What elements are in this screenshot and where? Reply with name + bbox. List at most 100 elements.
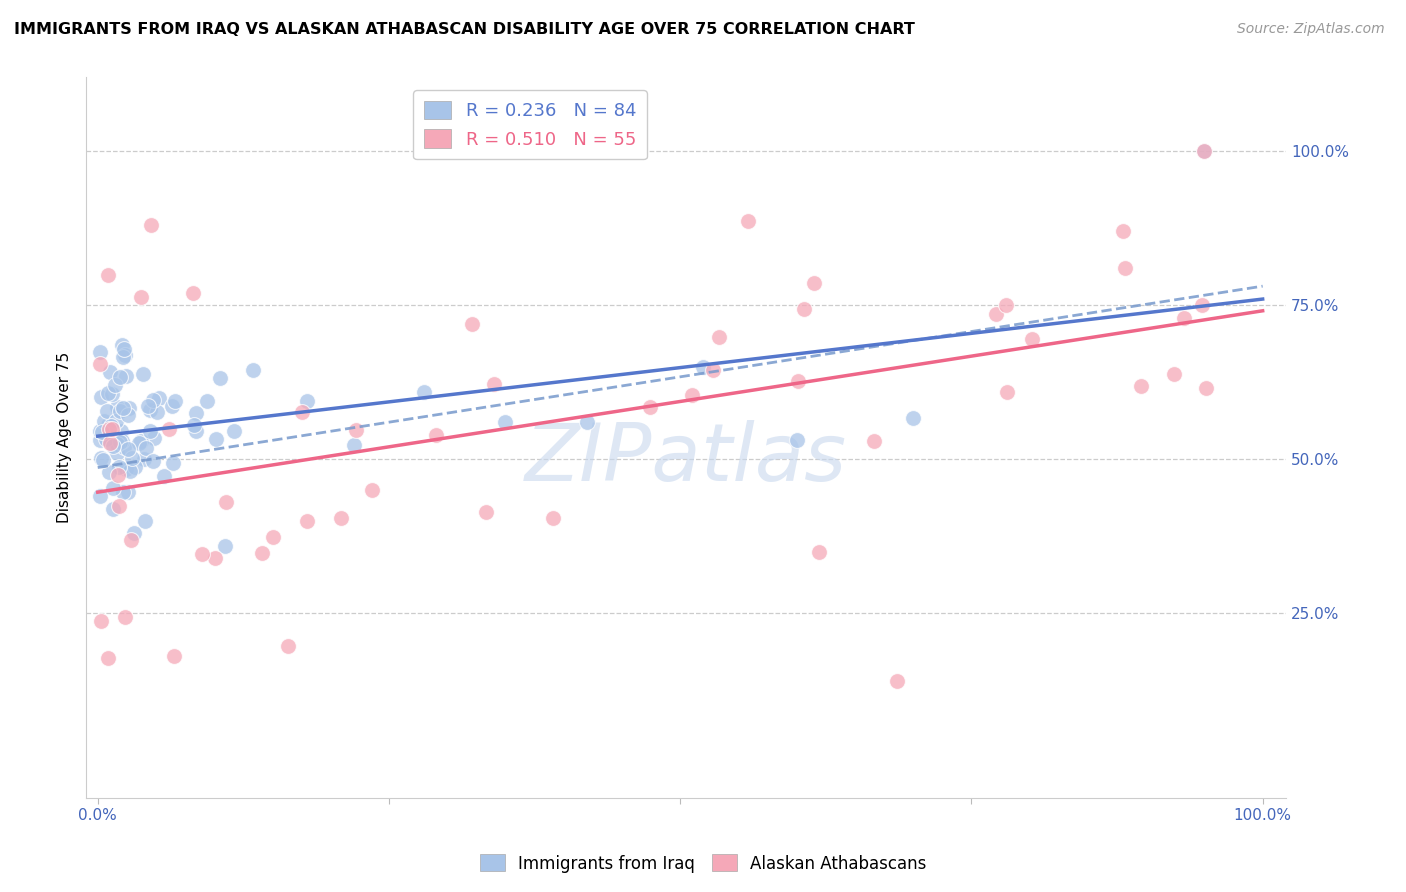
Point — [215, 495, 238, 509]
Point — [96, 403, 118, 417]
Point — [112, 401, 135, 415]
Text: IMMIGRANTS FROM IRAQ VS ALASKAN ATHABASCAN DISABILITY AGE OVER 75 CORRELATION CH: IMMIGRANTS FROM IRAQ VS ALASKAN ATHABASC… — [14, 22, 915, 37]
Point — [1114, 261, 1136, 276]
Point — [277, 639, 299, 653]
Point — [89, 433, 111, 447]
Point — [786, 434, 808, 448]
Point — [139, 403, 162, 417]
Point — [224, 425, 246, 439]
Point — [98, 436, 121, 450]
Point — [108, 460, 131, 475]
Point — [89, 424, 111, 438]
Point — [862, 434, 884, 448]
Point — [89, 344, 111, 359]
Point — [100, 421, 122, 435]
Point — [100, 418, 122, 433]
Point — [132, 367, 155, 381]
Point — [1130, 379, 1153, 393]
Point — [1194, 145, 1216, 159]
Point — [737, 214, 759, 228]
Point — [1191, 298, 1213, 312]
Point — [191, 547, 214, 561]
Point — [142, 453, 165, 467]
Point — [208, 370, 231, 384]
Point — [100, 365, 122, 379]
Point — [163, 649, 186, 664]
Point — [117, 442, 139, 457]
Point — [995, 298, 1018, 312]
Point — [105, 436, 128, 450]
Point — [329, 510, 352, 524]
Point — [162, 456, 184, 470]
Point — [105, 446, 128, 460]
Point — [114, 610, 136, 624]
Point — [98, 421, 121, 435]
Point — [242, 363, 264, 377]
Point — [160, 400, 183, 414]
Point — [143, 431, 166, 445]
Point — [97, 385, 120, 400]
Point — [803, 277, 825, 291]
Point — [104, 378, 127, 392]
Point — [793, 302, 815, 317]
Point — [117, 485, 139, 500]
Point — [425, 428, 447, 442]
Point — [90, 450, 112, 465]
Point — [131, 434, 153, 448]
Point — [494, 415, 516, 429]
Point — [475, 504, 498, 518]
Point — [112, 342, 135, 356]
Point — [1112, 224, 1135, 238]
Point — [205, 432, 228, 446]
Point — [786, 375, 808, 389]
Point — [121, 451, 143, 466]
Point — [136, 399, 159, 413]
Point — [1173, 311, 1195, 326]
Point — [108, 499, 131, 513]
Point — [101, 501, 124, 516]
Point — [90, 390, 112, 404]
Point — [702, 362, 724, 376]
Point — [1021, 332, 1043, 346]
Point — [184, 424, 207, 438]
Point — [89, 357, 111, 371]
Y-axis label: Disability Age Over 75: Disability Age Over 75 — [58, 352, 72, 524]
Point — [96, 417, 118, 432]
Point — [97, 268, 120, 282]
Point — [142, 392, 165, 407]
Point — [184, 406, 207, 420]
Point — [262, 531, 284, 545]
Point — [101, 481, 124, 495]
Point — [995, 384, 1018, 399]
Text: Source: ZipAtlas.com: Source: ZipAtlas.com — [1237, 22, 1385, 37]
Point — [291, 405, 314, 419]
Point — [111, 434, 134, 449]
Point — [111, 338, 134, 352]
Point — [709, 330, 731, 344]
Point — [1163, 368, 1185, 382]
Point — [153, 469, 176, 483]
Point — [105, 414, 128, 428]
Legend: Immigrants from Iraq, Alaskan Athabascans: Immigrants from Iraq, Alaskan Athabascan… — [472, 847, 934, 880]
Point — [120, 464, 142, 478]
Point — [250, 546, 273, 560]
Point — [886, 673, 908, 688]
Point — [1194, 145, 1216, 159]
Point — [195, 394, 218, 409]
Point — [984, 307, 1007, 321]
Point — [181, 285, 204, 300]
Point — [118, 401, 141, 415]
Point — [89, 489, 111, 503]
Point — [163, 394, 186, 409]
Point — [110, 435, 132, 450]
Point — [105, 401, 128, 415]
Text: ZIPatlas: ZIPatlas — [524, 420, 846, 499]
Point — [108, 369, 131, 384]
Point — [93, 414, 115, 428]
Point — [295, 514, 318, 528]
Point — [344, 423, 367, 437]
Point — [148, 391, 170, 405]
Point — [117, 408, 139, 422]
Point — [114, 348, 136, 362]
Point — [297, 394, 319, 409]
